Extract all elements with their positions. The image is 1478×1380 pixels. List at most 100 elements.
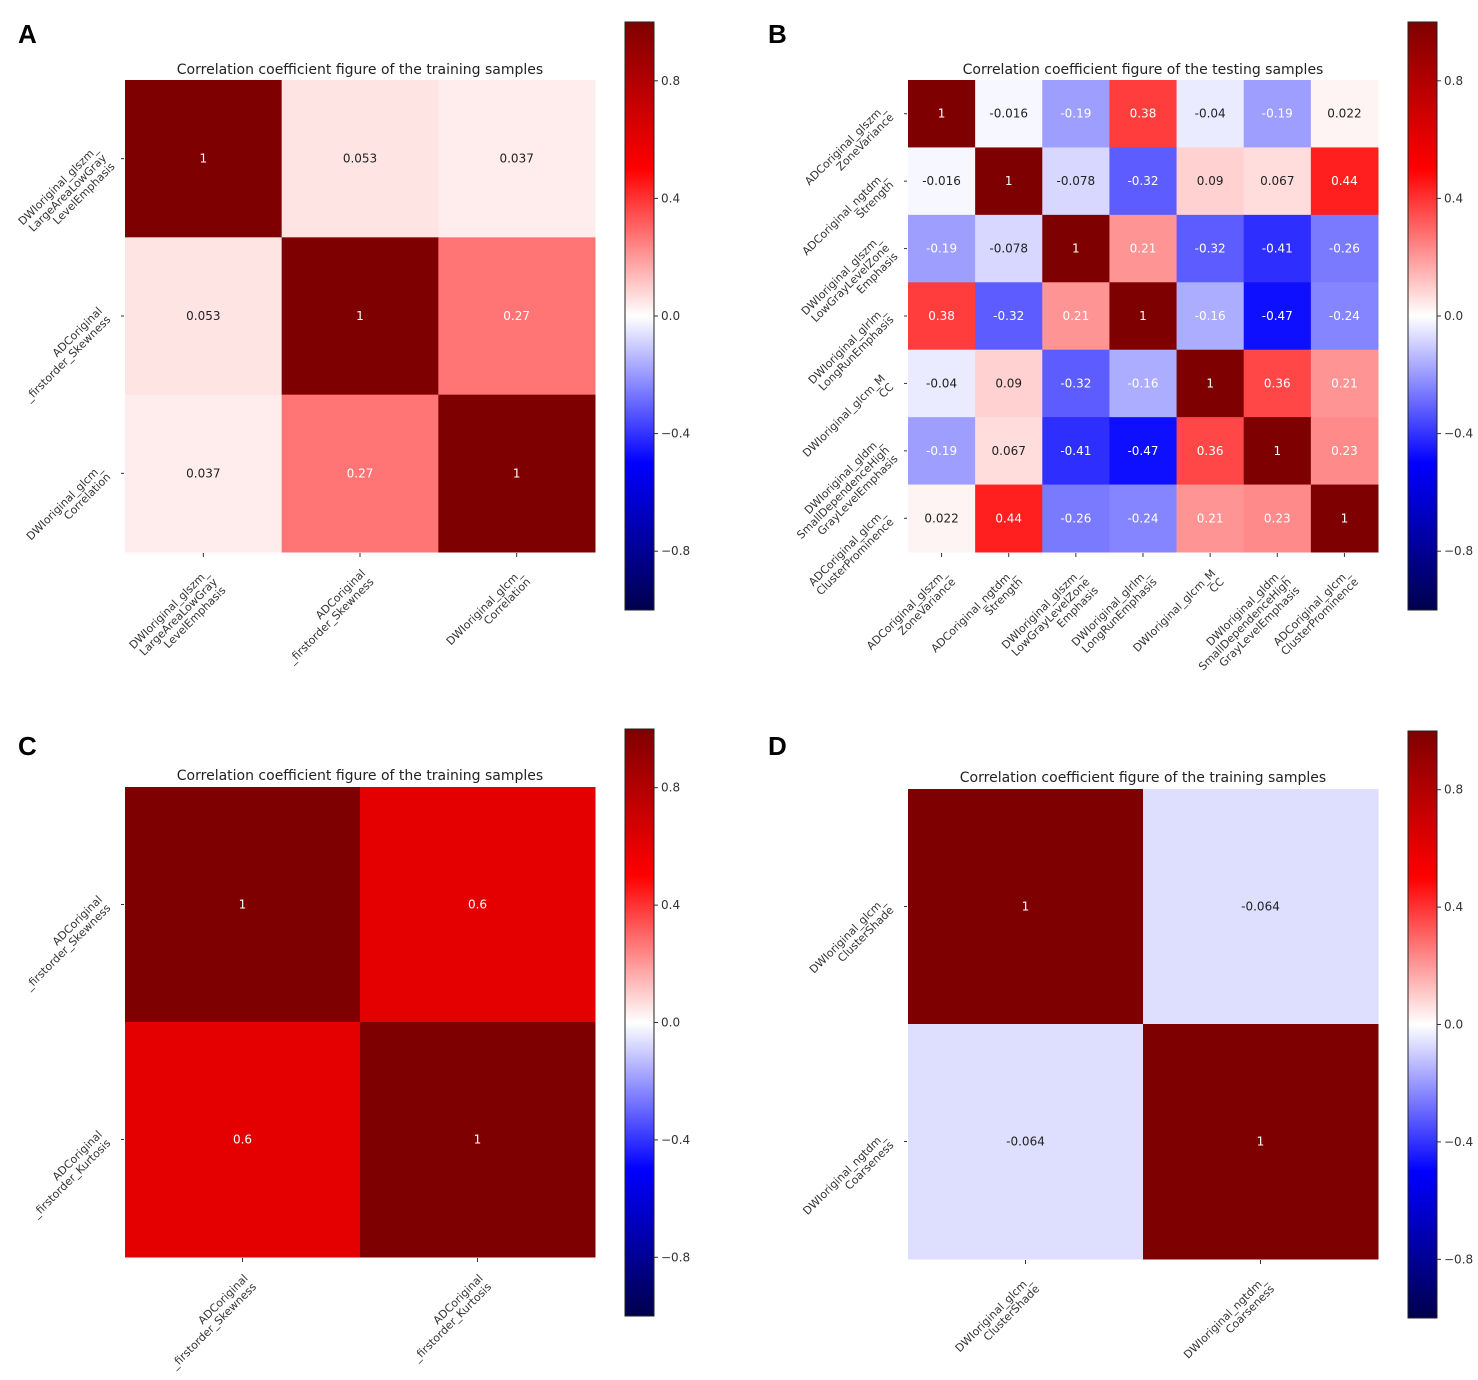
heatmap-cell [908, 349, 976, 418]
cell-value-label: 0.6 [468, 898, 487, 912]
panel-label: D [768, 731, 787, 761]
cell-value-label: -0.47 [1127, 444, 1158, 458]
heatmap-cell [1176, 80, 1245, 148]
x-tick-label: DWIoriginal_ngtdm_Coarseness [1181, 1274, 1277, 1370]
heatmap-cell [908, 147, 976, 216]
heatmap-cell [1176, 417, 1245, 486]
cell-value-label: -0.32 [1127, 174, 1158, 188]
colorbar-tick-label: −0.8 [1444, 544, 1473, 558]
panel-b: B Correlation coefficient figure of the t… [768, 19, 1473, 673]
panel-label: C [18, 731, 37, 761]
cell-value-label: 1 [474, 1133, 482, 1147]
heatmap-cell [908, 417, 976, 486]
cell-value-label: -0.078 [1057, 174, 1096, 188]
colorbar-tick-label: 0.8 [1444, 74, 1463, 88]
chart-title: Correlation coefficient figure of the tr… [177, 62, 543, 78]
heatmap-cell [1109, 214, 1178, 283]
heatmap-cell [975, 417, 1043, 486]
cell-value-label: -0.064 [1241, 900, 1280, 914]
colorbar-tick-label: −0.4 [1444, 427, 1473, 441]
heatmap-cell [125, 1022, 361, 1258]
cell-value-label: 0.38 [928, 309, 955, 323]
heatmap-cell [1176, 282, 1245, 351]
colorbar-tick-label: −0.8 [1444, 1252, 1473, 1266]
heatmap-cell [1176, 484, 1245, 553]
x-tick-label: DWIoriginal_glcm_Correlation [444, 567, 534, 657]
heatmap-cell [1042, 484, 1110, 553]
cell-value-label: -0.32 [1060, 376, 1091, 390]
cell-value-label: -0.26 [1329, 242, 1360, 256]
heatmap-cell [908, 789, 1144, 1025]
cell-value-label: 0.21 [1331, 376, 1358, 390]
colorbar-tick-label: 0.4 [661, 191, 680, 205]
panel-c: C Correlation coefficient figure of the t… [13, 728, 690, 1372]
cell-value-label: -0.078 [989, 242, 1028, 256]
y-tick-label: DWIoriginal_ngtdm_Coarseness [800, 1130, 896, 1226]
cell-value-label: 1 [239, 898, 247, 912]
heatmap-cell [908, 282, 976, 351]
cell-value-label: 1 [1072, 242, 1080, 256]
cell-value-label: -0.32 [993, 309, 1024, 323]
y-tick-label: ADCoriginal_firstorder_Skewness [13, 893, 113, 993]
cell-value-label: 1 [1206, 376, 1214, 390]
colorbar-tick-label: 0.0 [1444, 1018, 1463, 1032]
cell-value-label: 1 [1341, 511, 1349, 525]
heatmap-cell [1042, 147, 1110, 216]
colorbar-tick-label: 0.0 [661, 1016, 680, 1030]
colorbar-tick-label: −0.4 [661, 427, 690, 441]
cell-value-label: -0.016 [922, 174, 961, 188]
heatmap-cell [281, 80, 439, 238]
y-tick-label: DWIoriginal_glcm_ClusterShade [807, 895, 897, 985]
cell-value-label: 0.27 [347, 466, 374, 480]
cell-value-label: -0.24 [1329, 309, 1360, 323]
heatmap-cell [1109, 80, 1178, 148]
heatmap-cell [125, 394, 283, 553]
heatmap-cell [1243, 484, 1312, 553]
heatmap-cell [1042, 80, 1110, 148]
cell-value-label: -0.04 [1195, 107, 1226, 121]
cell-value-label: -0.19 [926, 444, 957, 458]
heatmap-cell [908, 214, 976, 283]
cell-value-label: -0.04 [926, 376, 957, 390]
heatmap-cell [1042, 214, 1110, 283]
heatmap-cell [1109, 282, 1178, 351]
chart-title: Correlation coefficient figure of the tr… [960, 770, 1326, 786]
heatmap-cell [1109, 349, 1178, 418]
cell-value-label: -0.19 [1060, 107, 1091, 121]
colorbar-tick-label: 0.4 [661, 898, 680, 912]
colorbar-tick-label: 0.8 [661, 781, 680, 795]
colorbar-tick-label: −0.8 [661, 1250, 690, 1264]
colorbar [1407, 21, 1438, 611]
heatmap-cell [125, 787, 361, 1023]
heatmap-cell [1243, 147, 1312, 216]
colorbar-tick-label: 0.8 [661, 74, 680, 88]
cell-value-label: -0.32 [1195, 242, 1226, 256]
panel-label: A [18, 19, 37, 49]
colorbar-tick-label: −0.8 [661, 544, 690, 558]
heatmap-cell [975, 147, 1043, 216]
heatmap-cell [1310, 417, 1379, 486]
cell-value-label: -0.064 [1006, 1135, 1045, 1149]
cell-value-label: -0.16 [1195, 309, 1226, 323]
heatmap-cell [360, 1022, 596, 1258]
colorbar-tick-label: −0.4 [1444, 1135, 1473, 1149]
x-tick-label: ADCoriginal_firstorder_Skewness [159, 1272, 259, 1372]
heatmap-cell [281, 394, 439, 553]
heatmap-cell [908, 80, 976, 148]
cell-value-label: 1 [200, 152, 208, 166]
x-tick-label: ADCoriginal_firstorder_Kurtosis [401, 1272, 494, 1365]
cell-value-label: 0.053 [343, 152, 377, 166]
cell-value-label: -0.19 [926, 242, 957, 256]
heatmap-cell [438, 394, 596, 553]
cell-value-label: -0.47 [1262, 309, 1293, 323]
cell-value-label: 1 [1022, 900, 1030, 914]
heatmap-cell [1109, 484, 1178, 553]
heatmap-cell [1176, 214, 1245, 283]
cell-value-label: 1 [356, 309, 364, 323]
colorbar-tick-label: 0.8 [1444, 783, 1463, 797]
cell-value-label: 0.09 [995, 376, 1022, 390]
colorbar [1407, 730, 1438, 1319]
colorbar-tick-label: 0.4 [1444, 191, 1463, 205]
cell-value-label: 0.21 [1062, 309, 1089, 323]
